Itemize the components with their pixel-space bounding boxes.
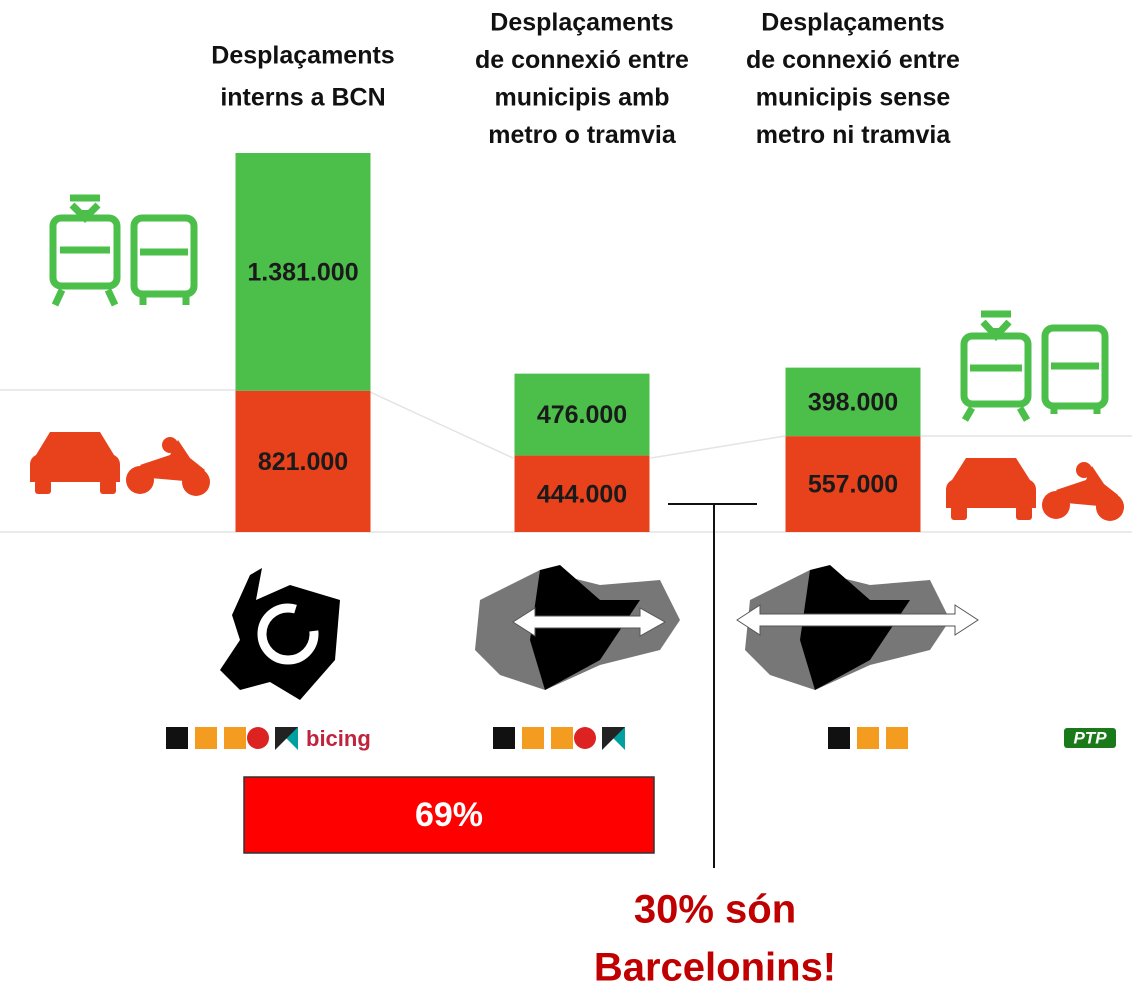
note-line: Barcelonins! [594, 946, 836, 986]
share-box [243, 776, 655, 854]
car-moto-icon [946, 458, 1124, 521]
value-label: 398.000 [808, 388, 898, 416]
operator-logos: bicing PTP [166, 726, 1116, 751]
ptp-logo: PTP [1073, 728, 1107, 747]
value-label: 821.000 [258, 448, 348, 476]
tram-bus-icon [960, 310, 1109, 422]
value-label: 476.000 [537, 401, 627, 429]
car-moto-icon [30, 432, 210, 496]
column-title: Desplaçaments [490, 9, 673, 37]
value-label: 557.000 [808, 471, 898, 499]
bar-segment [235, 153, 371, 391]
tram-bus-icon [49, 194, 198, 307]
bar-segment [514, 455, 650, 532]
note-line: 30% són [634, 888, 796, 932]
value-label: 444.000 [537, 480, 627, 508]
column-title: de connexió entre [746, 46, 960, 74]
metro-map [475, 565, 680, 690]
column-title: Desplaçaments [761, 9, 944, 37]
column-title: interns a BCN [220, 84, 385, 112]
bcn-map [220, 568, 340, 700]
share-label: 69% [415, 796, 483, 834]
column-title: municipis sense [756, 84, 951, 112]
bar-segment [514, 373, 650, 456]
column-title: municipis amb [494, 84, 669, 112]
bicing-logo: bicing [306, 726, 371, 751]
connector [668, 503, 757, 868]
column-title: Desplaçaments [211, 42, 394, 70]
bar-segment [785, 367, 921, 437]
bar-segment [235, 390, 371, 532]
no-metro-map [736, 565, 979, 690]
column-title: metro ni tramvia [756, 121, 952, 149]
column-title: de connexió entre [475, 46, 689, 74]
bar-segment [785, 436, 921, 532]
value-label: 1.381.000 [247, 258, 358, 286]
column-title: metro o tramvia [488, 121, 677, 149]
